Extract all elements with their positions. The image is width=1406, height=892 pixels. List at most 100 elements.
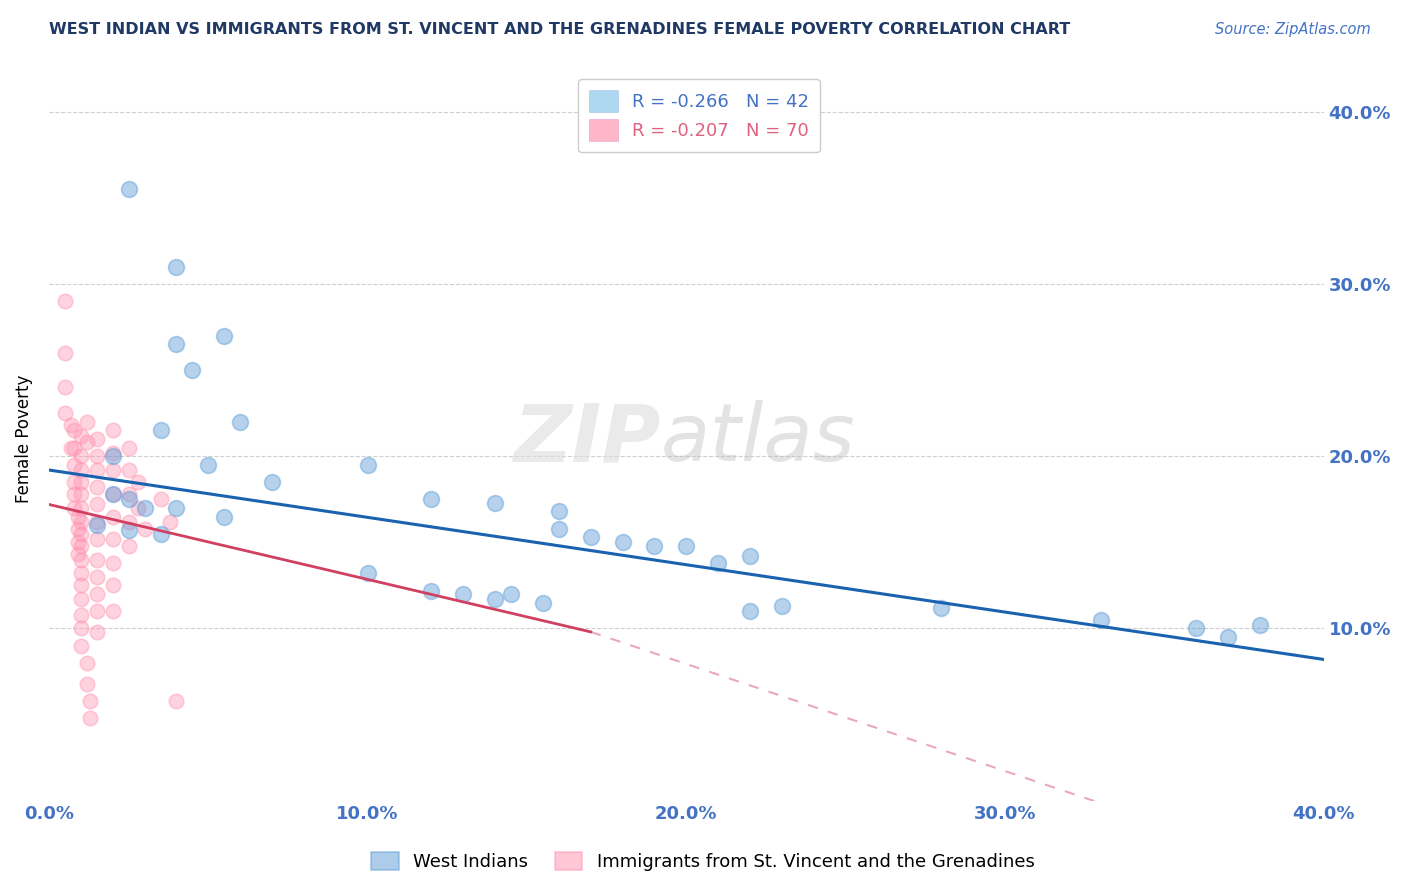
Point (60, 441, 83, 455)
Point (69, 500, 91, 515)
Point (53, 294, 76, 309)
Point (101, 487, 124, 501)
Point (63, 424, 86, 438)
Point (69, 566, 91, 581)
Point (117, 539, 139, 553)
Point (86, 624, 108, 639)
Point (69, 552, 91, 566)
Point (134, 500, 156, 515)
Point (66, 522, 89, 536)
Point (101, 449, 124, 463)
Point (69, 515, 91, 529)
Point (69, 539, 91, 553)
Point (69, 463, 91, 477)
Point (356, 458, 378, 472)
Point (612, 535, 634, 549)
Y-axis label: Female Poverty: Female Poverty (15, 375, 32, 503)
Point (547, 522, 569, 536)
Point (212, 509, 235, 524)
Point (63, 500, 86, 515)
Point (149, 492, 172, 507)
Point (101, 604, 124, 618)
Point (165, 337, 187, 351)
Point (86, 432, 108, 446)
Point (1249, 618, 1271, 632)
Point (76, 676, 98, 690)
Point (101, 556, 124, 570)
Point (86, 498, 108, 512)
Point (86, 552, 108, 566)
Point (53, 406, 76, 420)
Point (675, 539, 697, 553)
Legend: West Indians, Immigrants from St. Vincent and the Grenadines: West Indians, Immigrants from St. Vincen… (364, 845, 1042, 879)
Point (66, 548, 89, 562)
Point (117, 487, 139, 501)
Point (134, 522, 156, 536)
Point (69, 428, 91, 442)
Point (69, 607, 91, 622)
Point (707, 556, 730, 570)
Text: Source: ZipAtlas.com: Source: ZipAtlas.com (1215, 22, 1371, 37)
Point (451, 587, 474, 601)
Point (117, 523, 139, 537)
Point (69, 578, 91, 592)
Point (356, 566, 378, 581)
Point (86, 515, 108, 529)
Point (547, 504, 569, 518)
Point (69, 475, 91, 489)
Point (69, 526, 91, 541)
Point (63, 458, 86, 472)
Point (1216, 630, 1239, 644)
Point (86, 570, 108, 584)
Point (127, 475, 149, 489)
Point (101, 509, 124, 524)
Text: WEST INDIAN VS IMMIGRANTS FROM ST. VINCENT AND THE GRENADINES FEMALE POVERTY COR: WEST INDIAN VS IMMIGRANTS FROM ST. VINCE… (49, 22, 1070, 37)
Point (86, 532, 108, 546)
Point (101, 532, 124, 546)
Point (117, 515, 139, 529)
Text: atlas: atlas (661, 400, 856, 478)
Point (127, 500, 149, 515)
Point (86, 449, 108, 463)
Text: ZIP: ZIP (513, 400, 661, 478)
Point (499, 587, 522, 601)
Point (165, 500, 187, 515)
Point (86, 518, 108, 533)
Point (101, 424, 124, 438)
Point (531, 596, 554, 610)
Point (101, 578, 124, 592)
Point (738, 549, 761, 563)
Point (929, 600, 952, 615)
Point (149, 424, 172, 438)
Point (101, 487, 124, 501)
Point (484, 496, 506, 510)
Point (484, 592, 506, 607)
Point (117, 492, 139, 507)
Point (101, 446, 124, 460)
Point (76, 435, 98, 450)
Point (79, 694, 101, 708)
Point (117, 182, 139, 196)
Point (86, 587, 108, 601)
Point (165, 260, 187, 274)
Point (165, 694, 187, 708)
Legend: R = -0.266   N = 42, R = -0.207   N = 70: R = -0.266 N = 42, R = -0.207 N = 70 (578, 79, 820, 153)
Point (86, 463, 108, 477)
Point (63, 487, 86, 501)
Point (60, 418, 83, 433)
Point (420, 492, 443, 507)
Point (212, 328, 235, 343)
Point (86, 480, 108, 494)
Point (69, 592, 91, 607)
Point (69, 639, 91, 653)
Point (197, 458, 219, 472)
Point (260, 475, 283, 489)
Point (181, 363, 204, 377)
Point (117, 441, 139, 455)
Point (53, 346, 76, 360)
Point (770, 599, 793, 613)
Point (66, 535, 89, 549)
Point (579, 530, 602, 544)
Point (79, 711, 101, 725)
Point (86, 604, 108, 618)
